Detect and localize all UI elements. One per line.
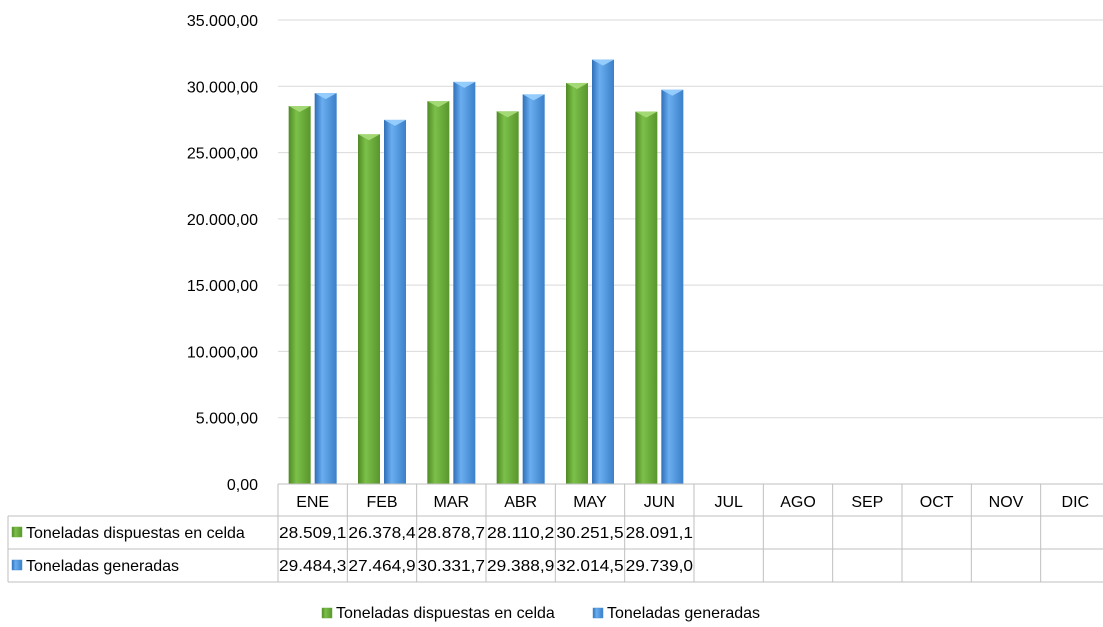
bar bbox=[523, 94, 545, 484]
x-tick-label: FEB bbox=[366, 494, 397, 511]
table-series-label: Toneladas generadas bbox=[26, 558, 179, 575]
table-value: 27.464,9 bbox=[348, 558, 415, 575]
bar bbox=[566, 83, 588, 484]
table-value: 28.110,2 bbox=[487, 525, 554, 542]
x-tick-label: DIC bbox=[1062, 494, 1090, 511]
x-tick-label: MAR bbox=[434, 494, 470, 511]
table-value: 30.331,7 bbox=[418, 558, 485, 575]
bar bbox=[427, 101, 449, 484]
bar bbox=[289, 106, 311, 484]
bar bbox=[453, 82, 475, 484]
x-tick-label: SEP bbox=[851, 494, 883, 511]
data-table: ENE FEB MAR ABR MAY JUN JUL AGO SEP OCT NOV DIC Tone… bbox=[8, 484, 1103, 582]
legend-label: Toneladas generadas bbox=[607, 605, 760, 622]
y-tick-label: 35.000,00 bbox=[187, 13, 258, 30]
table-value: 28.509,1 bbox=[279, 525, 346, 542]
x-tick-label: ABR bbox=[504, 494, 537, 511]
y-tick-label: 15.000,00 bbox=[187, 278, 258, 295]
x-tick-label: MAY bbox=[573, 494, 607, 511]
bar bbox=[635, 112, 657, 484]
y-tick-label: 0,00 bbox=[227, 477, 258, 494]
y-axis: 0,00 5.000,00 10.000,00 15.000,00 20.000,00 2… bbox=[187, 13, 258, 494]
table-value: 28.878,7 bbox=[418, 525, 485, 542]
x-tick-label: ENE bbox=[296, 494, 329, 511]
x-tick-label: OCT bbox=[920, 494, 954, 511]
legend: Toneladas dispuestas en celda Toneladas g… bbox=[322, 605, 760, 622]
y-tick-label: 10.000,00 bbox=[187, 344, 258, 361]
y-tick-label: 20.000,00 bbox=[187, 212, 258, 229]
table-value: 28.091,1 bbox=[626, 525, 693, 542]
y-tick-label: 30.000,00 bbox=[187, 79, 258, 96]
y-tick-label: 5.000,00 bbox=[196, 411, 258, 428]
legend-key bbox=[322, 608, 332, 618]
legend-label: Toneladas dispuestas en celda bbox=[336, 605, 555, 622]
bar bbox=[592, 60, 614, 484]
bars bbox=[289, 60, 684, 484]
table-value: 29.739,0 bbox=[626, 558, 693, 575]
x-tick-label: JUL bbox=[714, 494, 743, 511]
table-series-label: Toneladas dispuestas en celda bbox=[26, 525, 245, 542]
bar bbox=[384, 120, 406, 484]
table-value: 29.388,9 bbox=[487, 558, 554, 575]
x-tick-label: NOV bbox=[989, 494, 1024, 511]
bar bbox=[315, 93, 337, 484]
legend-key bbox=[593, 608, 603, 618]
bar bbox=[661, 90, 683, 484]
bar bbox=[497, 111, 519, 484]
y-tick-label: 25.000,00 bbox=[187, 146, 258, 163]
table-value: 32.014,5 bbox=[556, 558, 623, 575]
table-legend-key bbox=[12, 527, 22, 537]
x-tick-label: AGO bbox=[780, 494, 816, 511]
table-value: 29.484,3 bbox=[279, 558, 346, 575]
x-tick-label: JUN bbox=[644, 494, 675, 511]
table-legend-key bbox=[12, 560, 22, 570]
table-value: 30.251,5 bbox=[556, 525, 623, 542]
bar bbox=[358, 134, 380, 484]
table-value: 26.378,4 bbox=[348, 525, 415, 542]
